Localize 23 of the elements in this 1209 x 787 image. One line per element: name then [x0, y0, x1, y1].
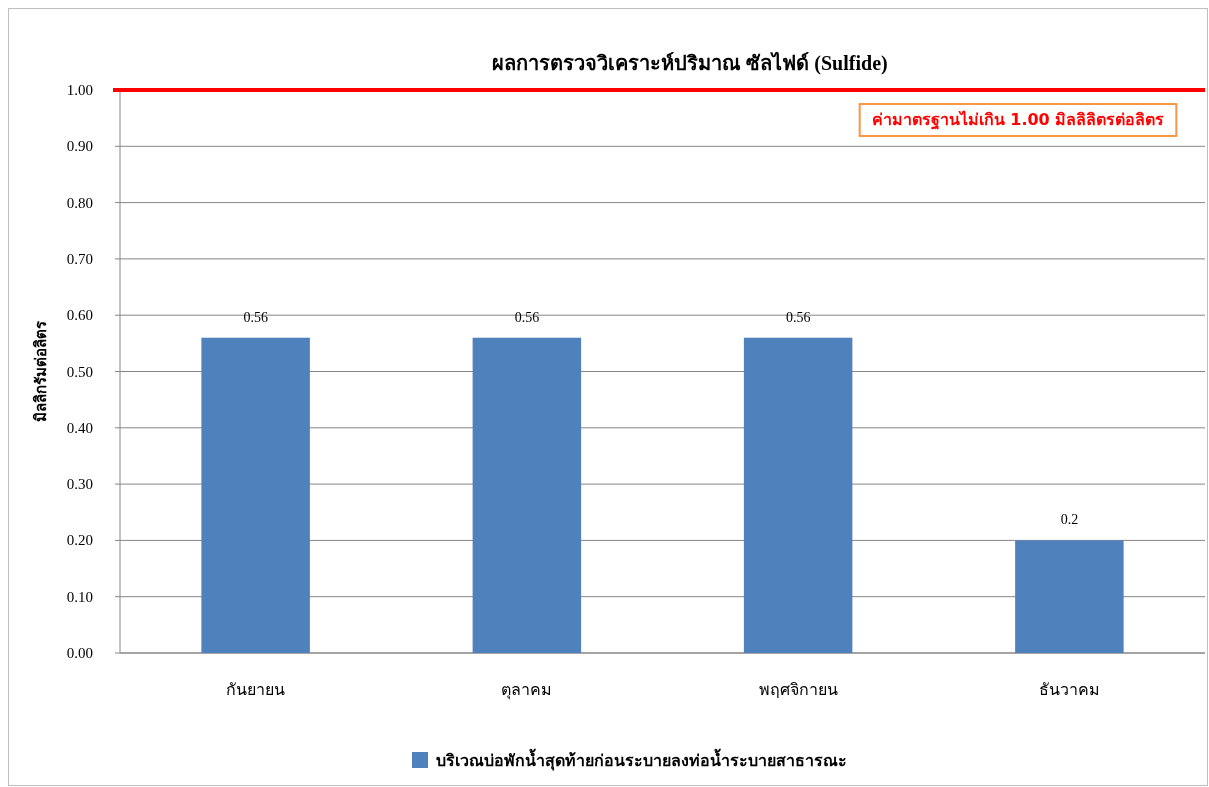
y-tick-label: 0.80	[66, 194, 93, 211]
x-tick-label: ธันวาคม	[1038, 681, 1100, 698]
y-tick-label: 0.70	[66, 250, 93, 267]
y-tick-label: 0.10	[66, 588, 93, 605]
y-tick-label: 0.20	[66, 532, 93, 549]
data-label: 0.56	[514, 309, 540, 325]
x-tick-label: ตุลาคม	[501, 681, 553, 700]
y-tick-label: 0.40	[66, 419, 93, 436]
y-axis-title: มิลลิกรัมต่อลิตร	[32, 320, 49, 422]
data-label: 0.2	[1060, 512, 1079, 528]
x-tick-label: กันยายน	[226, 681, 286, 698]
data-label: 0.56	[785, 309, 811, 325]
y-tick-label: 0.30	[66, 476, 93, 493]
y-tick-label: 0.60	[66, 307, 93, 324]
ref-line-label: ค่ามาตรฐานไม่เกิน 1.00 มิลลิลิตรต่อลิตร	[871, 110, 1165, 130]
legend-label: บริเวณบ่อพักน้ำสุดท้ายก่อนระบายลงท่อน้ำระบายสาธารณะ	[436, 748, 847, 771]
y-tick-label: 0.50	[66, 363, 93, 380]
data-label: 0.56	[243, 309, 268, 325]
y-tick-label: 0.00	[66, 645, 93, 661]
x-tick-label: พฤศจิกายน	[758, 681, 838, 698]
y-tick-label: 1.00	[66, 82, 93, 98]
chart-title: ผลการตรวจวิเคราะห์ปริมาณ ซัลไฟด์ (Sulfide)	[492, 51, 888, 75]
y-tick-label: 0.90	[66, 138, 93, 155]
